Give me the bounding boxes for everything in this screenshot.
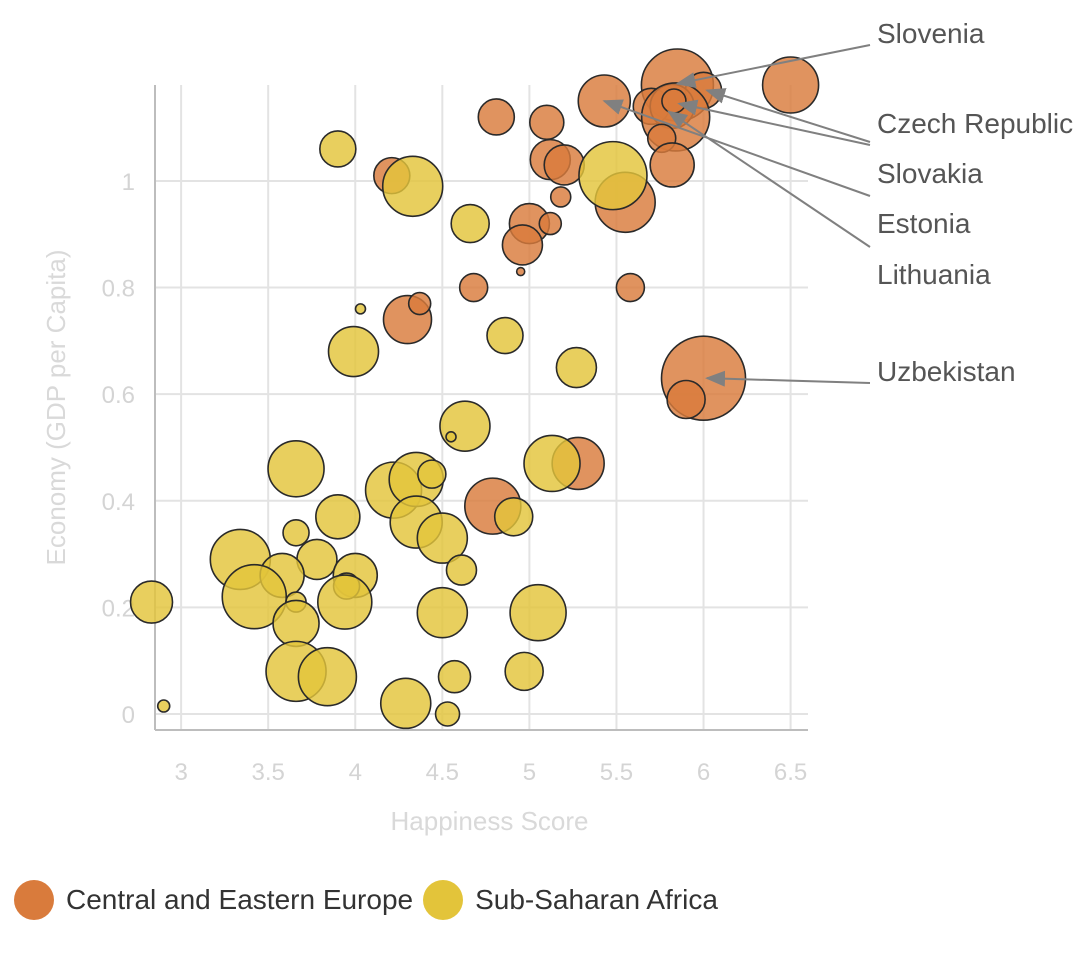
bubble-sub-saharan-africa xyxy=(504,651,544,692)
bubble-central-eastern-europe xyxy=(528,104,565,141)
x-axis-title: Happiness Score xyxy=(391,806,589,836)
bubble-central-eastern-europe xyxy=(761,56,820,114)
bubble-central-eastern-europe xyxy=(477,98,516,136)
y-tick-label: 0.2 xyxy=(102,595,135,622)
bubble-central-eastern-europe xyxy=(458,272,489,303)
y-tick-label: 0.6 xyxy=(102,382,135,409)
annotation-layer: Slovenia Czech Republic Slovakia Estonia Lit… xyxy=(602,18,1073,387)
bubble-sub-saharan-africa xyxy=(129,580,174,624)
bubble-sub-saharan-africa xyxy=(317,574,373,630)
annotation-label: Lithuania xyxy=(877,259,991,290)
y-tick-label: 1 xyxy=(122,169,135,196)
legend-item-sub-saharan-africa[interactable]: Sub-Saharan Africa xyxy=(423,880,718,920)
annotation-label: Estonia xyxy=(877,208,971,239)
annotation-label: Uzbekistan xyxy=(877,356,1016,387)
annotation-label: Slovenia xyxy=(877,18,985,49)
bubble-central-eastern-europe xyxy=(615,272,646,303)
bubble-sub-saharan-africa xyxy=(221,563,288,630)
bubble-sub-saharan-africa xyxy=(156,699,171,713)
bubble-central-eastern-europe xyxy=(407,291,432,316)
bubble-sub-saharan-africa xyxy=(416,586,469,639)
bubble-sub-saharan-africa xyxy=(437,659,472,694)
bubble-central-eastern-europe xyxy=(543,144,586,186)
bubble-central-eastern-europe xyxy=(515,266,526,277)
y-axis-title: Economy (GDP per Capita) xyxy=(41,250,71,566)
y-tick-label: 0.8 xyxy=(102,276,135,303)
bubble-layer xyxy=(129,48,820,730)
x-tick-label: 4.5 xyxy=(426,759,459,786)
annotation-label: Czech Republic xyxy=(877,108,1073,139)
x-tick-label: 3 xyxy=(174,759,187,786)
bubble-sub-saharan-africa xyxy=(417,459,447,489)
x-tick-label: 5.5 xyxy=(600,759,633,786)
x-tick-label: 5 xyxy=(523,759,536,786)
bubble-sub-saharan-africa xyxy=(493,496,534,537)
bubble-central-eastern-europe xyxy=(661,88,687,114)
bubble-central-eastern-europe xyxy=(649,142,695,188)
annotation-arrow xyxy=(705,370,871,387)
x-tick-label: 6 xyxy=(697,759,710,786)
x-tick-label: 6.5 xyxy=(774,759,807,786)
bubble-sub-saharan-africa xyxy=(450,203,490,244)
annotation-arrow xyxy=(602,99,871,197)
legend-label: Sub-Saharan Africa xyxy=(475,884,718,915)
bubble-central-eastern-europe xyxy=(666,379,706,420)
bubble-sub-saharan-africa xyxy=(439,400,491,452)
bubble-central-eastern-europe xyxy=(538,211,563,236)
bubble-sub-saharan-africa xyxy=(282,518,310,547)
bubble-sub-saharan-africa xyxy=(445,431,457,443)
y-tick-label: 0 xyxy=(122,702,135,729)
annotation-label: Slovakia xyxy=(877,158,983,189)
bubble-sub-saharan-africa xyxy=(315,493,361,540)
bubble-sub-saharan-africa xyxy=(555,346,598,389)
bubble-sub-saharan-africa xyxy=(486,316,524,355)
bubble-sub-saharan-africa xyxy=(327,325,380,378)
annotation-arrow xyxy=(677,99,871,146)
bubble-sub-saharan-africa xyxy=(434,701,461,727)
bubble-sub-saharan-africa xyxy=(381,155,444,218)
legend-item-central-eastern-europe[interactable]: Central and Eastern Europe xyxy=(14,880,413,920)
bubble-sub-saharan-africa xyxy=(416,512,469,564)
y-tick-label: 0.4 xyxy=(102,489,135,516)
legend-label: Central and Eastern Europe xyxy=(66,884,414,915)
annotation-arrow xyxy=(675,44,871,88)
legend: Central and Eastern Europe Sub-Saharan A… xyxy=(14,880,728,920)
legend-swatch xyxy=(423,880,464,920)
x-tick-label: 3.5 xyxy=(251,759,284,786)
axes: 3 3.5 4 4.5 5 5.5 6 6.5 0 0.2 0.4 0.6 0.8 1 xyxy=(102,85,808,786)
bubble-central-eastern-europe xyxy=(549,186,572,208)
bubble-sub-saharan-africa xyxy=(297,646,358,707)
bubble-sub-saharan-africa xyxy=(272,599,320,648)
bubble-sub-saharan-africa xyxy=(523,434,581,493)
bubble-central-eastern-europe xyxy=(501,224,544,266)
bubble-sub-saharan-africa xyxy=(319,130,357,168)
bubble-sub-saharan-africa xyxy=(267,440,325,498)
annotation-arrow xyxy=(705,88,871,143)
bubble-sub-saharan-africa xyxy=(379,677,432,730)
legend-swatch xyxy=(14,880,54,920)
annotation-arrow xyxy=(667,110,871,248)
bubble-sub-saharan-africa xyxy=(354,303,367,315)
bubble-sub-saharan-africa xyxy=(509,583,567,642)
bubble-chart: 3 3.5 4 4.5 5 5.5 6 6.5 0 0.2 0.4 0.6 0.8 1 Slovenia C… xyxy=(41,18,1073,836)
bubble-sub-saharan-africa xyxy=(578,140,648,211)
bubble-sub-saharan-africa xyxy=(445,554,478,586)
x-tick-label: 4 xyxy=(349,759,362,786)
